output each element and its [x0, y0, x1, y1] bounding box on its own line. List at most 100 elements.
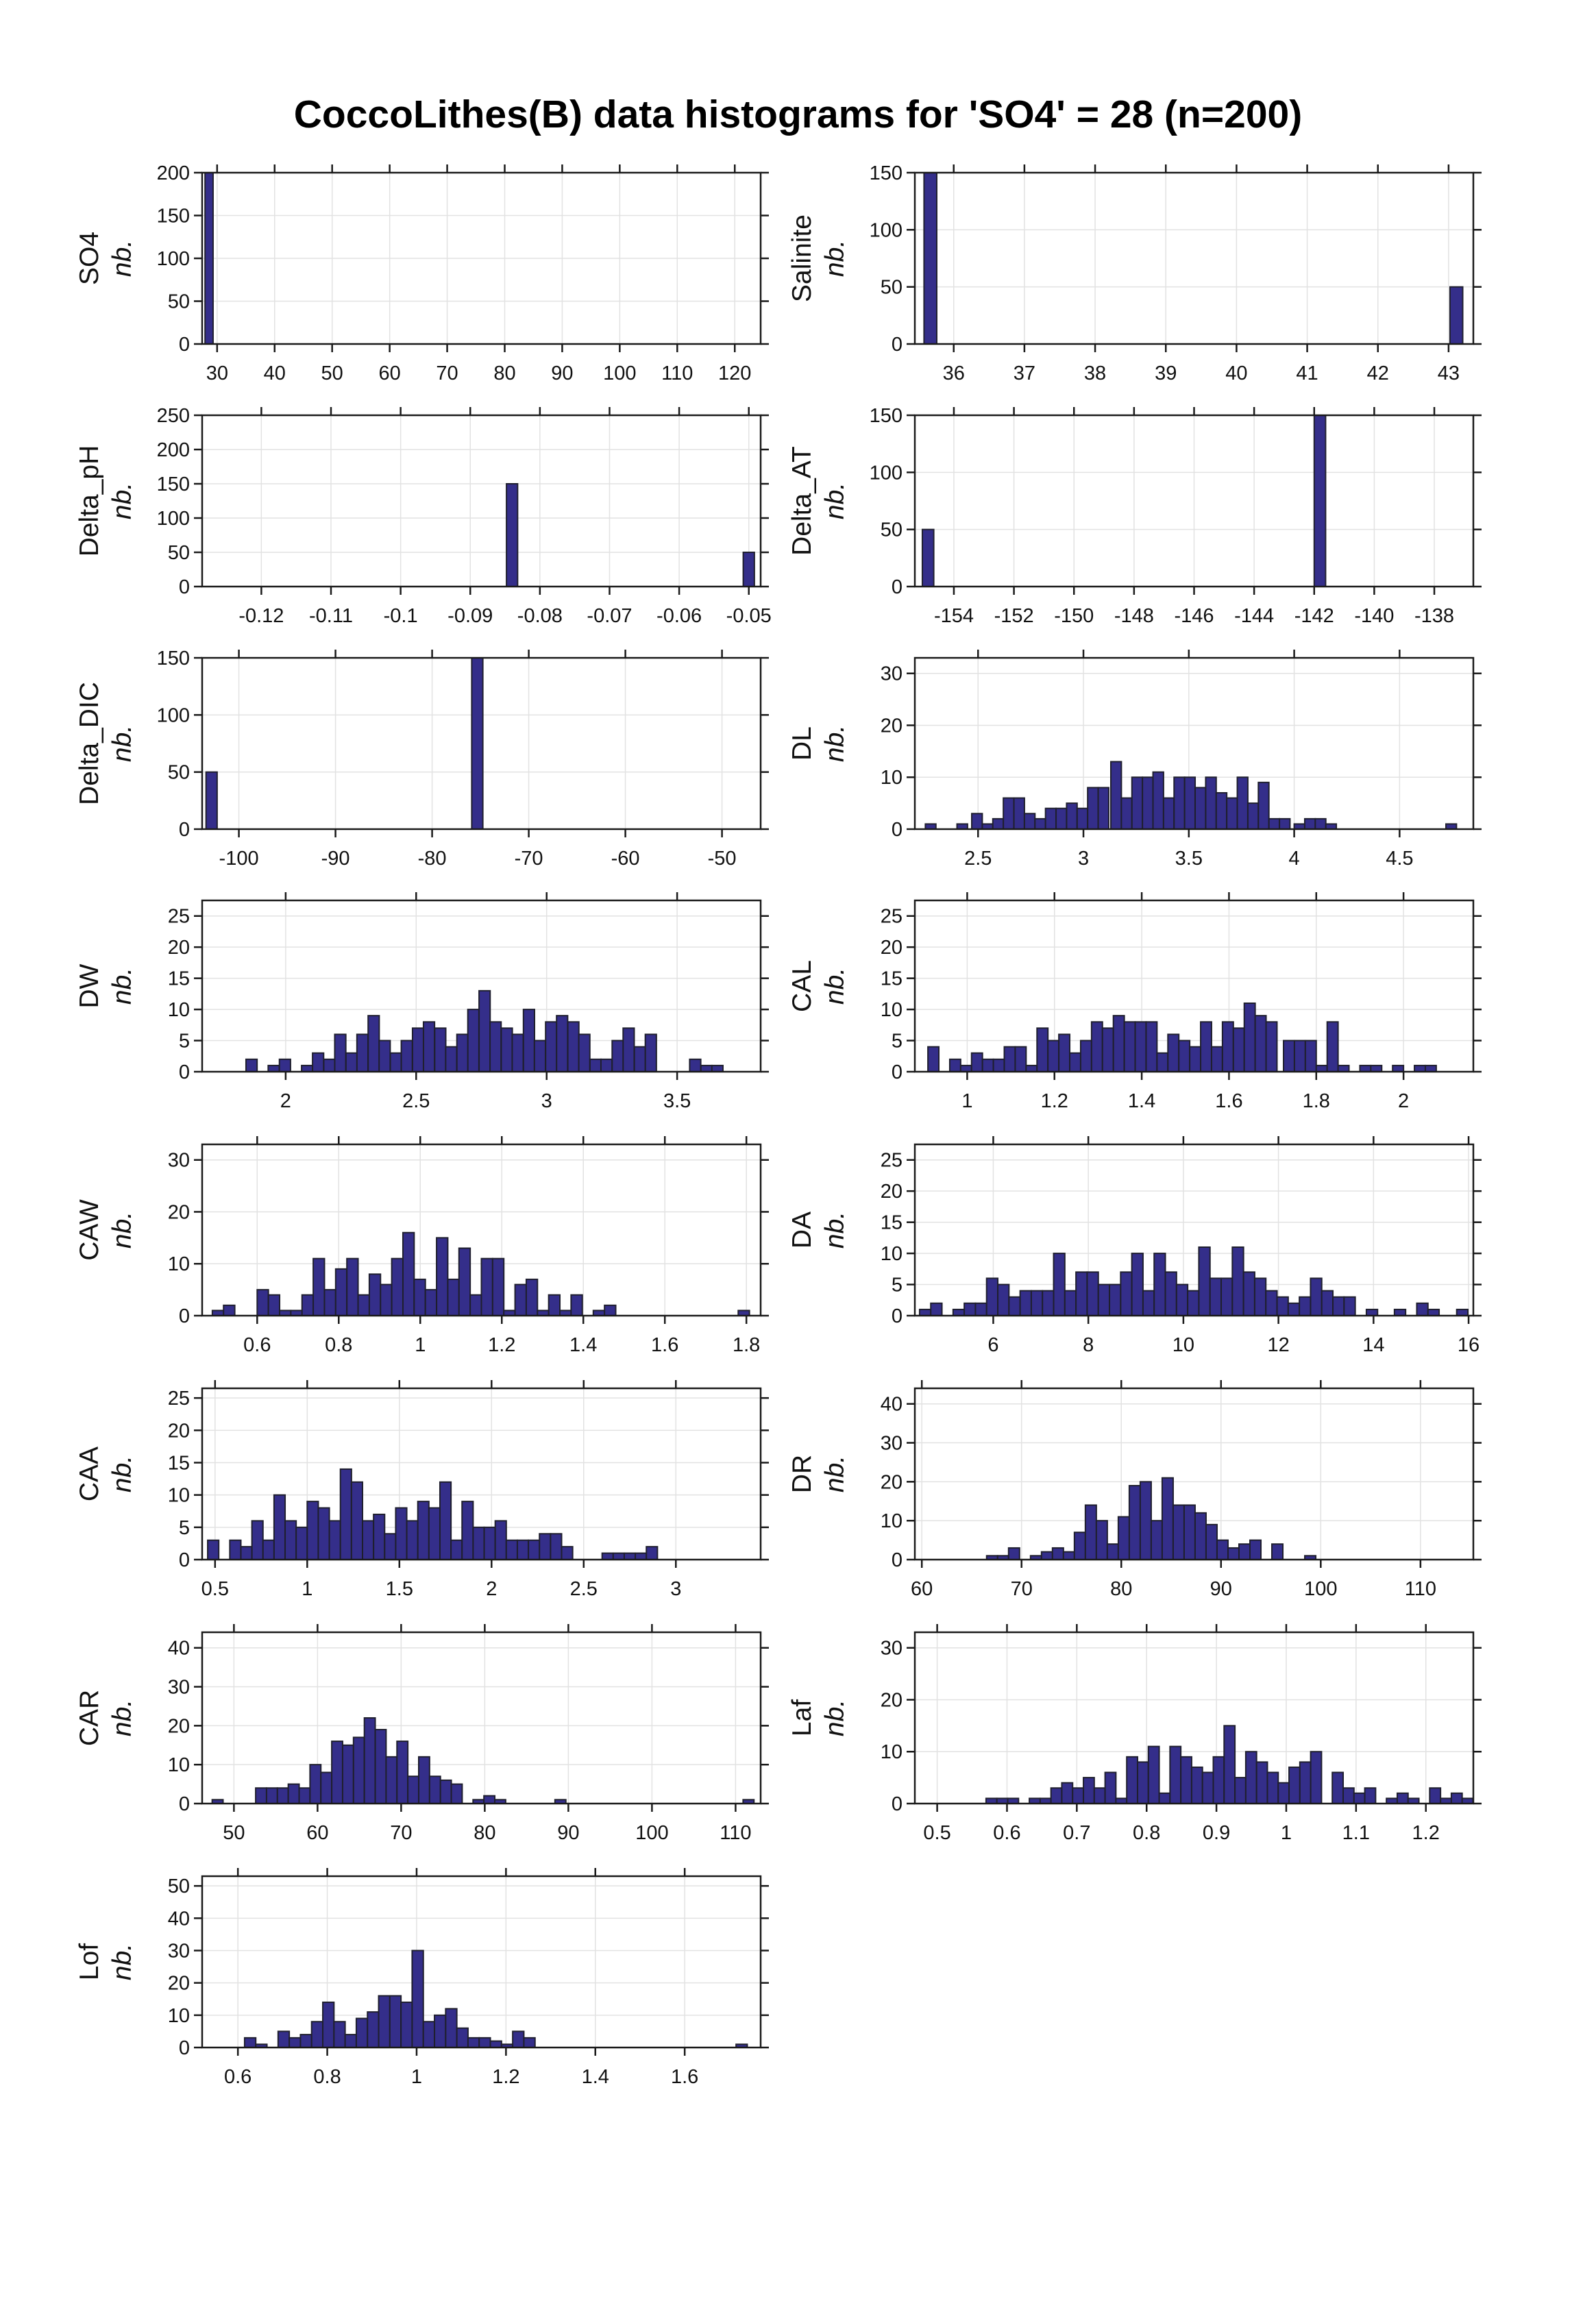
svg-text:10: 10 — [881, 1243, 903, 1265]
svg-text:50: 50 — [223, 1822, 245, 1844]
y-axis-unit-label: nb. — [820, 1699, 850, 1736]
svg-text:10: 10 — [168, 2005, 190, 2027]
y-axis-label: DW — [75, 963, 104, 1008]
svg-text:40: 40 — [1225, 362, 1247, 384]
y-axis-label: CAW — [75, 1199, 104, 1261]
svg-text:100: 100 — [603, 362, 636, 384]
svg-text:10: 10 — [168, 1754, 190, 1776]
plot-box — [201, 1631, 762, 1805]
tick-labels: 0 10 20 30 0.6 0.8 1 1.2 1.4 1.6 1.8 — [168, 1150, 761, 1356]
svg-text:0: 0 — [179, 1549, 190, 1571]
svg-text:40: 40 — [168, 1638, 190, 1660]
DW-histogram: 0 5 10 15 20 25 2 2.5 3 3.5 DW nb. — [75, 892, 769, 1112]
svg-text:-50: -50 — [708, 848, 737, 870]
svg-text:20: 20 — [168, 1201, 190, 1223]
svg-text:1.8: 1.8 — [733, 1334, 760, 1356]
y-axis-unit-label: nb. — [820, 482, 850, 519]
tick-labels: 0 50 100 150 200 30 40 50 60 70 80 90 100 110 120 — [157, 162, 752, 384]
y-axis-unit-label: nb. — [820, 1212, 850, 1249]
svg-text:42: 42 — [1367, 362, 1389, 384]
svg-text:15: 15 — [881, 1212, 903, 1234]
tick-labels: 0 5 10 15 20 25 2 2.5 3 3.5 — [168, 906, 691, 1112]
y-axis-unit-label: nb. — [820, 240, 850, 277]
svg-text:0: 0 — [179, 2037, 190, 2059]
svg-text:20: 20 — [881, 715, 903, 737]
histogram-bars — [207, 1468, 659, 1561]
svg-text:-0.08: -0.08 — [517, 605, 563, 627]
y-axis-unit-label: nb. — [820, 725, 850, 762]
svg-text:0: 0 — [892, 576, 903, 598]
svg-text:1: 1 — [302, 1578, 312, 1600]
svg-text:-154: -154 — [934, 605, 974, 627]
svg-text:25: 25 — [881, 906, 903, 928]
tick-marks — [907, 1136, 1482, 1324]
svg-text:250: 250 — [157, 405, 190, 427]
y-axis-label: DA — [787, 1212, 817, 1249]
tick-labels: 0 5 10 15 20 25 0.5 1 1.5 2 2.5 3 — [168, 1388, 682, 1600]
svg-text:70: 70 — [390, 1822, 412, 1844]
svg-text:40: 40 — [881, 1394, 903, 1416]
svg-text:70: 70 — [1011, 1578, 1033, 1600]
y-axis-label: Delta_DIC — [75, 682, 104, 805]
svg-text:20: 20 — [168, 937, 190, 959]
svg-text:10: 10 — [168, 999, 190, 1021]
svg-text:2.5: 2.5 — [570, 1578, 598, 1600]
y-axis-unit-label: nb. — [108, 968, 137, 1005]
svg-text:0: 0 — [179, 819, 190, 841]
svg-text:-152: -152 — [994, 605, 1034, 627]
svg-text:50: 50 — [168, 542, 190, 564]
svg-text:-70: -70 — [515, 848, 543, 870]
svg-text:6: 6 — [987, 1334, 998, 1356]
svg-text:15: 15 — [168, 968, 190, 990]
svg-text:39: 39 — [1155, 362, 1177, 384]
y-axis-label: Laf — [787, 1699, 817, 1736]
svg-text:0.9: 0.9 — [1203, 1822, 1230, 1844]
svg-text:70: 70 — [436, 362, 458, 384]
subplot-Laf: 0 10 20 30 0.5 0.6 0.7 0.8 0.9 1 1.1 1.2 Laf nb. — [757, 1601, 1504, 1872]
y-axis-label: Salinite — [787, 214, 817, 302]
plot-box — [913, 1143, 1475, 1317]
tick-marks — [907, 892, 1482, 1080]
svg-text:1: 1 — [411, 2066, 422, 2088]
svg-text:0.5: 0.5 — [923, 1822, 950, 1844]
CAL-histogram: 0 5 10 15 20 25 1 1.2 1.4 1.6 1.8 2 CAL nb. — [787, 892, 1482, 1112]
subplot-Delta_AT: 0 50 100 150 -154 -152 -150 -148 -146 -144 -142 -14… — [757, 384, 1504, 655]
y-axis-label: Lof — [75, 1943, 104, 1980]
plot-box — [201, 1875, 762, 2049]
svg-text:1.2: 1.2 — [1412, 1822, 1440, 1844]
tick-labels: 0 10 20 30 40 60 70 80 90 100 110 — [881, 1394, 1436, 1600]
svg-text:0: 0 — [179, 1305, 190, 1327]
svg-text:30: 30 — [168, 1150, 190, 1172]
plot-box — [913, 1387, 1475, 1561]
svg-text:50: 50 — [321, 362, 343, 384]
histogram-bars — [924, 761, 1458, 831]
svg-text:-140: -140 — [1354, 605, 1394, 627]
svg-text:-146: -146 — [1174, 605, 1214, 627]
svg-text:1.2: 1.2 — [488, 1334, 515, 1356]
tick-marks — [907, 164, 1482, 352]
svg-text:40: 40 — [168, 1908, 190, 1930]
svg-text:4.5: 4.5 — [1386, 848, 1413, 870]
y-axis-unit-label: nb. — [108, 1699, 137, 1736]
svg-text:30: 30 — [881, 1433, 903, 1455]
svg-text:14: 14 — [1362, 1334, 1384, 1356]
svg-text:5: 5 — [892, 1275, 903, 1296]
y-axis-label: CAR — [75, 1690, 104, 1746]
svg-text:8: 8 — [1083, 1334, 1094, 1356]
tick-labels: 0 10 20 30 40 50 60 70 80 90 100 110 — [168, 1638, 752, 1844]
y-axis-unit-label: nb. — [108, 1455, 137, 1492]
svg-text:90: 90 — [551, 362, 573, 384]
svg-text:37: 37 — [1014, 362, 1035, 384]
svg-text:5: 5 — [179, 1031, 190, 1053]
tick-labels: 0 50 100 150 36 37 38 39 40 41 42 43 — [870, 162, 1460, 384]
svg-text:4: 4 — [1289, 848, 1300, 870]
y-axis-unit-label: nb. — [108, 725, 137, 762]
svg-text:-100: -100 — [219, 848, 259, 870]
svg-text:36: 36 — [943, 362, 965, 384]
subplot-SO4: 0 50 100 150 200 30 40 50 60 70 80 90 100 110 120 SO4 nb… — [45, 142, 791, 413]
subplot-CAW: 0 10 20 30 0.6 0.8 1 1.2 1.4 1.6 1.8 CAW nb. — [45, 1114, 791, 1384]
y-axis-label: DR — [787, 1455, 817, 1493]
svg-text:25: 25 — [168, 1388, 190, 1410]
DR-histogram: 0 10 20 30 40 60 70 80 90 100 110 DR nb. — [787, 1380, 1482, 1600]
